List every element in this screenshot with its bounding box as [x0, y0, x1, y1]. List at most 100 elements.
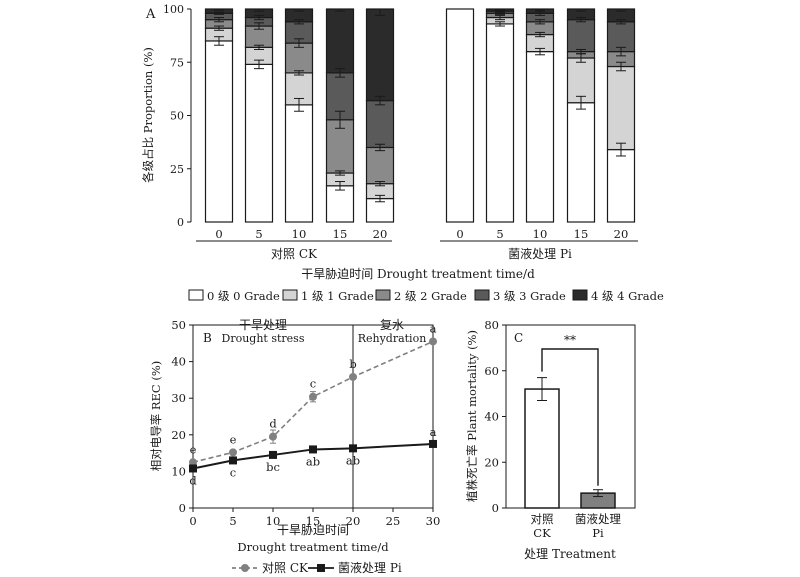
significance-stars: **: [564, 333, 576, 347]
panel-a-x-tick-label: 20: [614, 227, 629, 241]
significance-letter: a: [430, 425, 437, 439]
panel-a-y-tick-label: 100: [163, 3, 184, 16]
significance-letter: c: [310, 377, 316, 391]
phase-drought-en: Drought stress: [222, 332, 305, 345]
panel-a-x-tick-label: 0: [456, 227, 463, 241]
legend-swatch-grade-0: [188, 289, 204, 301]
bar-segment-grade-3: [365, 99, 395, 149]
legend-label-grade-0: 0 级 0 Grade: [207, 289, 280, 303]
data-point-ck: [309, 392, 317, 401]
panel-b-x-tick-label: 15: [306, 514, 321, 528]
panel-b-legend: 对照 CK 菌液处理 Pi: [232, 560, 402, 575]
panel-b-x-tick-label: 25: [386, 514, 401, 528]
panel-b-label: B: [203, 331, 212, 345]
bar-segment-grade-0: [525, 50, 555, 223]
bar-segment-grade-0: [606, 148, 636, 223]
panel-a-x-tick-label: 20: [373, 227, 388, 241]
bar-segment-grade-0: [325, 185, 355, 223]
bar-segment-grade-1: [606, 65, 636, 151]
bar-segment-grade-4: [365, 8, 395, 102]
legend-label-grade-4: 4 级 4 Grade: [591, 289, 664, 303]
panel-a-x-tick-label: 0: [215, 227, 222, 241]
panel-b-ylabel: 相对电导率 REC (%): [149, 361, 163, 472]
panel-b-x-tick-label: 30: [426, 514, 441, 528]
panel-b-y-tick-label: 30: [171, 391, 186, 405]
bar-segment-grade-3: [566, 19, 596, 53]
bar-segment-grade-0: [284, 104, 314, 223]
phase-rehydration-cn: 复水: [380, 318, 404, 332]
panel-a-x-tick-label: 10: [292, 227, 307, 241]
panel-c-xlabel: 处理 Treatment: [524, 547, 616, 561]
legend-label-1: 菌液处理 Pi: [338, 560, 402, 575]
significance-letter: e: [230, 432, 237, 446]
significance-bracket: **: [541, 333, 599, 486]
panel-b-y-tick-label: 0: [179, 501, 186, 515]
panel-b-y-tick-label: 40: [171, 355, 186, 369]
panel-b-x-tick-label: 10: [266, 514, 281, 528]
significance-letter: e: [190, 442, 197, 456]
panel-b-y-tick-label: 50: [171, 318, 186, 332]
phase-rehydration-en: Rehydration: [358, 332, 427, 345]
mortality-bar-0: [524, 388, 560, 509]
legend-marker-ck: [241, 564, 249, 572]
significance-letter: ab: [306, 454, 320, 468]
phase-drought-cn: 干旱处理: [239, 318, 287, 332]
panel-a-x-tick-label: 5: [496, 227, 503, 241]
legend-swatch-grade-1: [282, 289, 298, 301]
panel-b-x-tick-label: 0: [189, 514, 196, 528]
data-point-ck: [189, 458, 197, 467]
panel-c-y-tick-label: 0: [492, 501, 499, 515]
panel-a-bars: [204, 8, 636, 223]
panel-b-xlabel-cn: 干旱胁迫时间: [277, 522, 349, 537]
panel-a-legend: 0 级 0 Grade 1 级 1 Grade 2 级 2 Grade 3 级 3 G…: [188, 289, 664, 303]
legend-label-grade-1: 1 级 1 Grade: [301, 289, 374, 303]
panel-b-ticks: 0 10 20 30 40 50 0 5 10 15 20 25 30: [171, 318, 440, 528]
panel-b-y-tick-label: 20: [171, 428, 186, 442]
panel-a-x-tick-label: 10: [533, 227, 548, 241]
panel-b-x-tick-label: 5: [229, 514, 236, 528]
significance-letter: bc: [266, 460, 280, 474]
panel-a-ylabel: 各级占比 Proportion (%): [141, 47, 155, 183]
legend-swatch-grade-2: [375, 289, 391, 301]
panel-a-x-tick-label: 5: [255, 227, 262, 241]
panel-a-label: A: [145, 7, 156, 22]
significance-letter: a: [430, 321, 437, 335]
significance-letter: b: [349, 357, 356, 371]
data-point-pi: [189, 464, 197, 473]
panel-a-xlabel: 干旱胁迫时间 Drought treatment time/d: [301, 266, 535, 281]
panel-b-y-tick-label: 10: [171, 464, 186, 478]
panel-a-y-axis: 0 25 50 75 100: [163, 3, 192, 229]
bar-segment-grade-3: [606, 21, 636, 53]
data-point-pi: [309, 445, 317, 454]
bar-segment-grade-2: [365, 146, 395, 185]
bar-segment-grade-0: [566, 102, 596, 223]
panel-c-category-cn: 菌液处理: [575, 512, 621, 526]
data-point-ck: [229, 448, 237, 457]
panel-b-xlabel-en: Drought treatment time/d: [237, 540, 389, 554]
data-point-pi: [349, 444, 357, 453]
panel-a-x-tick-label: 15: [333, 227, 348, 241]
legend-label-0: 对照 CK: [262, 561, 309, 575]
panel-b: B 干旱处理 Drought stress 复水 Rehydration 相对电…: [149, 318, 440, 575]
panel-c-ylabel: 植株死亡率 Plant mortality (%): [465, 330, 479, 502]
group-pi-label: 菌液处理 Pi: [508, 246, 572, 261]
data-point-pi: [269, 450, 277, 459]
significance-line: [541, 348, 599, 486]
panel-c: C 植株死亡率 Plant mortality (%) 0 20 40 60 80 对照…: [465, 318, 636, 561]
significance-letter: ab: [346, 453, 360, 467]
panel-a-x-ticks: 0 5 10 15 20 0 5 10 15 20: [215, 227, 628, 241]
series-line-0: [192, 340, 434, 464]
bar-segment-grade-0: [445, 8, 475, 223]
legend-marker-pi: [317, 564, 325, 572]
panel-a-x-tick-label: 15: [574, 227, 589, 241]
bar-segment-grade-0: [244, 63, 274, 223]
legend-label-grade-3: 3 级 3 Grade: [493, 289, 566, 303]
panel-a-y-tick-label: 25: [170, 163, 184, 176]
panel-a-y-tick-label: 75: [170, 56, 184, 69]
panel-a-error-bars: [214, 8, 626, 203]
data-point-ck: [269, 432, 277, 441]
panel-b-series: e e d c b a d c bc ab ab a: [189, 321, 437, 487]
legend-swatch-grade-3: [474, 289, 490, 301]
